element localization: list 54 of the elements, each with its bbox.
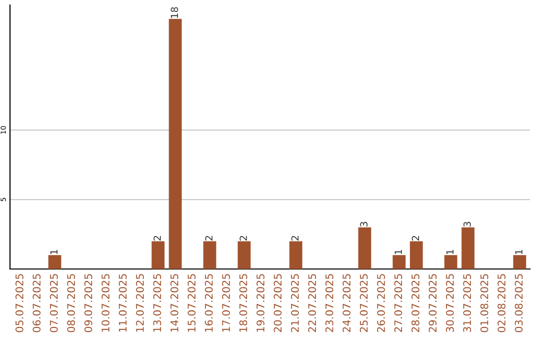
x-tick-label: 10.07.2025 bbox=[102, 274, 110, 332]
x-tick-label: 16.07.2025 bbox=[204, 274, 213, 332]
x-tick-label: 21.07.2025 bbox=[290, 274, 299, 332]
bar bbox=[168, 18, 182, 269]
bar bbox=[152, 241, 165, 269]
data-label: 3 bbox=[463, 222, 471, 227]
bar bbox=[513, 255, 526, 269]
data-label: 1 bbox=[394, 250, 402, 254]
x-tick-label: 25.07.2025 bbox=[360, 274, 368, 332]
bar bbox=[48, 255, 62, 269]
data-label: 1 bbox=[50, 250, 58, 254]
x-tick-label: 03.08.2025 bbox=[514, 274, 523, 332]
x-tick-label: 09.07.2025 bbox=[84, 274, 92, 332]
bar bbox=[203, 241, 216, 269]
x-tick-label: 11.07.2025 bbox=[118, 274, 127, 332]
x-tick-label: 05.07.2025 bbox=[15, 274, 24, 332]
data-label: 3 bbox=[360, 222, 368, 227]
x-tick-label: 19.07.2025 bbox=[256, 274, 264, 332]
data-label: 1 bbox=[446, 250, 454, 254]
x-tick-label: 22.07.2025 bbox=[308, 274, 316, 332]
x-tick-label: 20.07.2025 bbox=[274, 274, 282, 332]
x-tick-label: 26.07.2025 bbox=[377, 274, 385, 332]
bar bbox=[444, 255, 458, 269]
bar bbox=[289, 241, 302, 269]
x-tick-label: 02.08.2025 bbox=[498, 274, 506, 332]
x-tick-label: 06.07.2025 bbox=[32, 274, 41, 332]
x-tick-label: 17.07.2025 bbox=[222, 274, 230, 332]
bar bbox=[238, 241, 251, 269]
x-tick-label: 07.07.2025 bbox=[50, 274, 58, 332]
data-label: 2 bbox=[291, 236, 299, 240]
x-tick-label: 23.07.2025 bbox=[325, 274, 334, 332]
bar bbox=[410, 241, 423, 269]
x-tick-label: 29.07.2025 bbox=[428, 274, 437, 332]
data-label: 2 bbox=[205, 236, 212, 240]
x-tick-label: 27.07.2025 bbox=[394, 274, 402, 332]
x-tick-label: 14.07.2025 bbox=[170, 274, 178, 332]
x-tick-label: 18.07.2025 bbox=[239, 274, 248, 332]
x-tick-label: 01.08.2025 bbox=[480, 274, 488, 332]
data-label: 2 bbox=[154, 236, 161, 240]
bar bbox=[358, 227, 372, 269]
data-label: 18 bbox=[170, 7, 178, 18]
x-tick-label: 31.07.2025 bbox=[463, 274, 472, 332]
x-tick-label: 08.07.2025 bbox=[67, 274, 76, 332]
bar bbox=[392, 255, 406, 269]
data-label: 2 bbox=[412, 236, 420, 240]
x-tick-label: 28.07.2025 bbox=[412, 274, 420, 332]
x-tick-label: 15.07.2025 bbox=[188, 274, 196, 332]
x-tick-label: 13.07.2025 bbox=[153, 274, 162, 332]
x-tick-label: 12.07.2025 bbox=[136, 274, 144, 332]
bar bbox=[462, 227, 474, 269]
x-tick-label: 24.07.2025 bbox=[342, 274, 351, 332]
data-label: 2 bbox=[240, 236, 247, 240]
data-label: 1 bbox=[515, 250, 522, 254]
x-tick-label: 30.07.2025 bbox=[446, 274, 454, 332]
